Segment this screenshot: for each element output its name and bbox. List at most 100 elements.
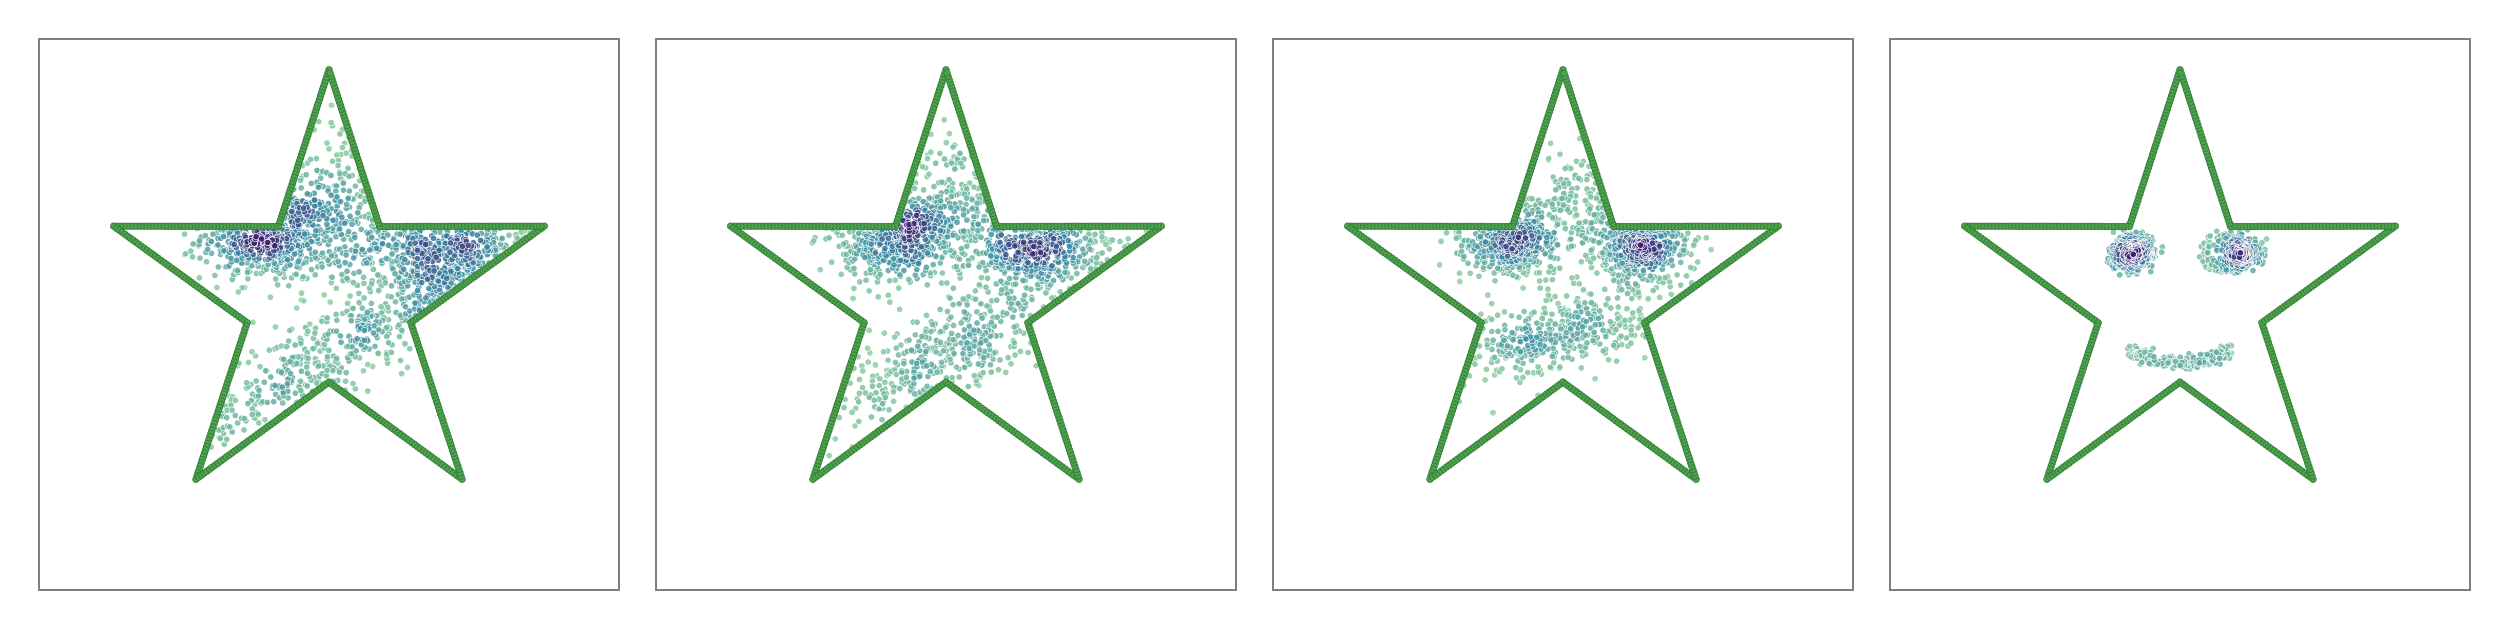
data-point: [327, 191, 335, 199]
data-point: [385, 339, 393, 347]
data-point: [1010, 339, 1018, 347]
data-point: [505, 231, 513, 239]
data-point: [951, 165, 959, 173]
data-point: [271, 382, 279, 389]
data-point: [1563, 292, 1571, 300]
data-point: [364, 387, 372, 395]
data-point: [1516, 379, 1524, 386]
data-point: [311, 271, 319, 279]
data-point: [1554, 220, 1562, 228]
data-point: [272, 275, 280, 283]
data-point: [1491, 353, 1499, 361]
data-point: [252, 377, 260, 385]
data-point: [223, 414, 231, 422]
data-point: [872, 361, 879, 369]
data-point: [292, 270, 300, 278]
data-point: [911, 331, 919, 339]
data-point: [905, 336, 913, 344]
data-point: [291, 341, 299, 349]
data-point: [297, 184, 305, 192]
data-point: [881, 393, 889, 401]
data-point: [947, 192, 955, 200]
data-point: [1628, 295, 1636, 302]
data-point: [387, 293, 395, 301]
data-point: [297, 377, 304, 385]
data-point: [937, 328, 945, 335]
data-point: [1456, 269, 1463, 277]
data-point: [892, 344, 900, 352]
data-point: [314, 183, 322, 191]
data-point: [913, 359, 921, 367]
data-point: [338, 271, 346, 278]
data-point: [252, 233, 260, 241]
data-point: [1019, 276, 1027, 284]
data-point: [960, 211, 968, 219]
data-point: [945, 176, 953, 184]
data-point: [293, 304, 301, 312]
data-point: [864, 344, 872, 352]
data-point: [963, 339, 971, 347]
data-point: [1475, 272, 1483, 280]
data-point: [311, 329, 319, 337]
data-point: [864, 358, 872, 366]
data-point: [1591, 321, 1599, 329]
data-point: [333, 193, 341, 201]
data-point: [984, 274, 991, 282]
data-point: [1489, 336, 1497, 344]
data-point: [980, 217, 988, 224]
data-point: [956, 149, 964, 157]
data-point: [344, 194, 352, 202]
outline-point: [943, 69, 951, 77]
data-point: [327, 119, 335, 126]
data-point: [1579, 286, 1587, 294]
data-point: [1634, 324, 1642, 332]
data-point: [1644, 295, 1652, 303]
data-point: [1079, 245, 1087, 253]
data-point: [1624, 289, 1632, 297]
data-point: [1690, 241, 1698, 249]
data-point: [914, 342, 922, 350]
data-point: [423, 275, 431, 283]
data-point: [977, 233, 985, 241]
data-point: [970, 372, 978, 380]
data-point: [309, 345, 317, 353]
data-point: [204, 245, 212, 253]
data-point: [1649, 287, 1657, 294]
data-point: [444, 284, 452, 291]
data-point: [303, 241, 311, 249]
data-point: [900, 267, 908, 274]
data-point: [1081, 257, 1089, 265]
data-point: [896, 385, 904, 393]
data-point: [937, 197, 945, 205]
data-point: [1548, 352, 1556, 360]
data-point: [879, 400, 887, 408]
data-point: [339, 179, 347, 187]
data-point: [248, 411, 256, 419]
data-point: [1548, 310, 1556, 318]
data-point: [262, 367, 270, 375]
data-point: [1548, 276, 1556, 284]
data-point: [1124, 235, 1132, 243]
data-point: [286, 327, 294, 334]
data-point: [355, 268, 363, 276]
data-point: [344, 164, 352, 172]
data-point: [312, 155, 320, 163]
data-point: [1030, 243, 1038, 250]
data-point: [955, 300, 963, 308]
data-point: [1061, 268, 1069, 276]
data-point: [211, 272, 219, 279]
data-point: [918, 243, 926, 251]
data-point: [1627, 326, 1635, 334]
scatter-plot-1: [110, 66, 548, 483]
data-point: [1542, 276, 1550, 284]
data-point: [323, 314, 331, 322]
data-point: [207, 237, 215, 245]
data-point: [866, 266, 874, 274]
data-point: [1002, 251, 1010, 259]
data-point: [238, 284, 246, 292]
data-point: [886, 298, 894, 306]
data-point: [1050, 277, 1058, 285]
data-point: [1504, 342, 1511, 350]
data-point: [244, 268, 252, 276]
data-point: [1102, 240, 1110, 248]
